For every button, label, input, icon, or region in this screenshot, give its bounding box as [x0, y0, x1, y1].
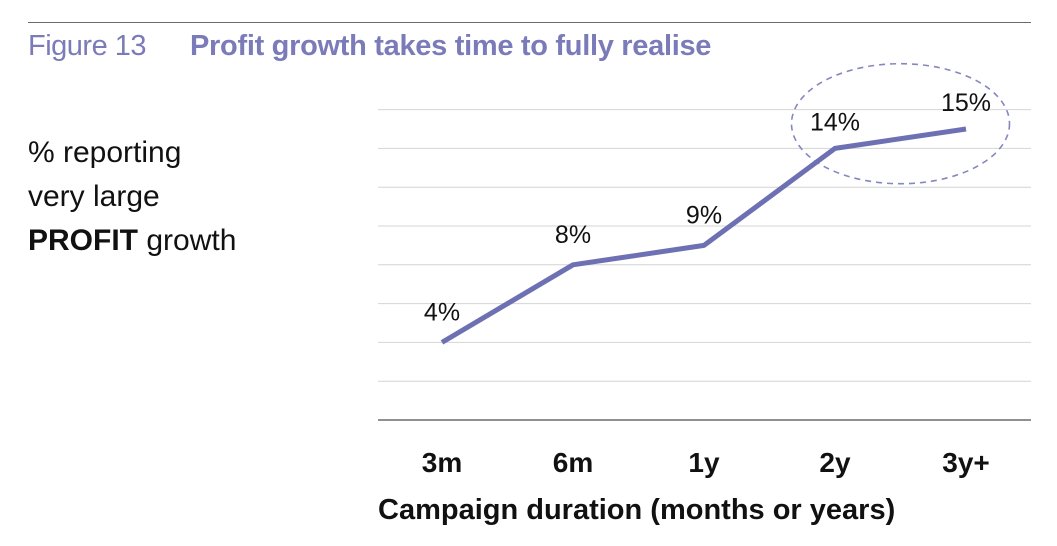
data-label: 15% — [941, 89, 991, 117]
x-tick-label: 2y — [819, 447, 851, 478]
data-label: 4% — [424, 298, 460, 326]
figure-title: Profit growth takes time to fully realis… — [190, 30, 712, 62]
y-label-rest: growth — [138, 224, 237, 257]
y-label-line3: PROFIT growth — [28, 219, 236, 263]
x-axis-title: Campaign duration (months or years) — [378, 494, 896, 526]
data-label: 9% — [686, 201, 722, 229]
top-rule — [28, 22, 1031, 23]
x-tick-label: 3y+ — [942, 447, 990, 478]
x-tick-label: 6m — [553, 447, 593, 478]
data-label: 8% — [555, 221, 591, 249]
y-label-bold-word: PROFIT — [28, 224, 138, 257]
x-tick-label: 1y — [688, 447, 720, 478]
data-label: 14% — [810, 108, 860, 136]
series-line — [440, 126, 967, 345]
figure-header: Figure 13 Profit growth takes time to fu… — [28, 30, 711, 70]
x-tick-label: 3m — [422, 447, 462, 478]
y-axis-label: % reporting very large PROFIT growth — [28, 131, 236, 263]
highlight-ellipse — [790, 62, 1011, 185]
y-label-line2: very large — [28, 180, 160, 213]
figure-number: Figure 13 — [28, 30, 147, 62]
y-label-line1: % reporting — [28, 136, 182, 169]
